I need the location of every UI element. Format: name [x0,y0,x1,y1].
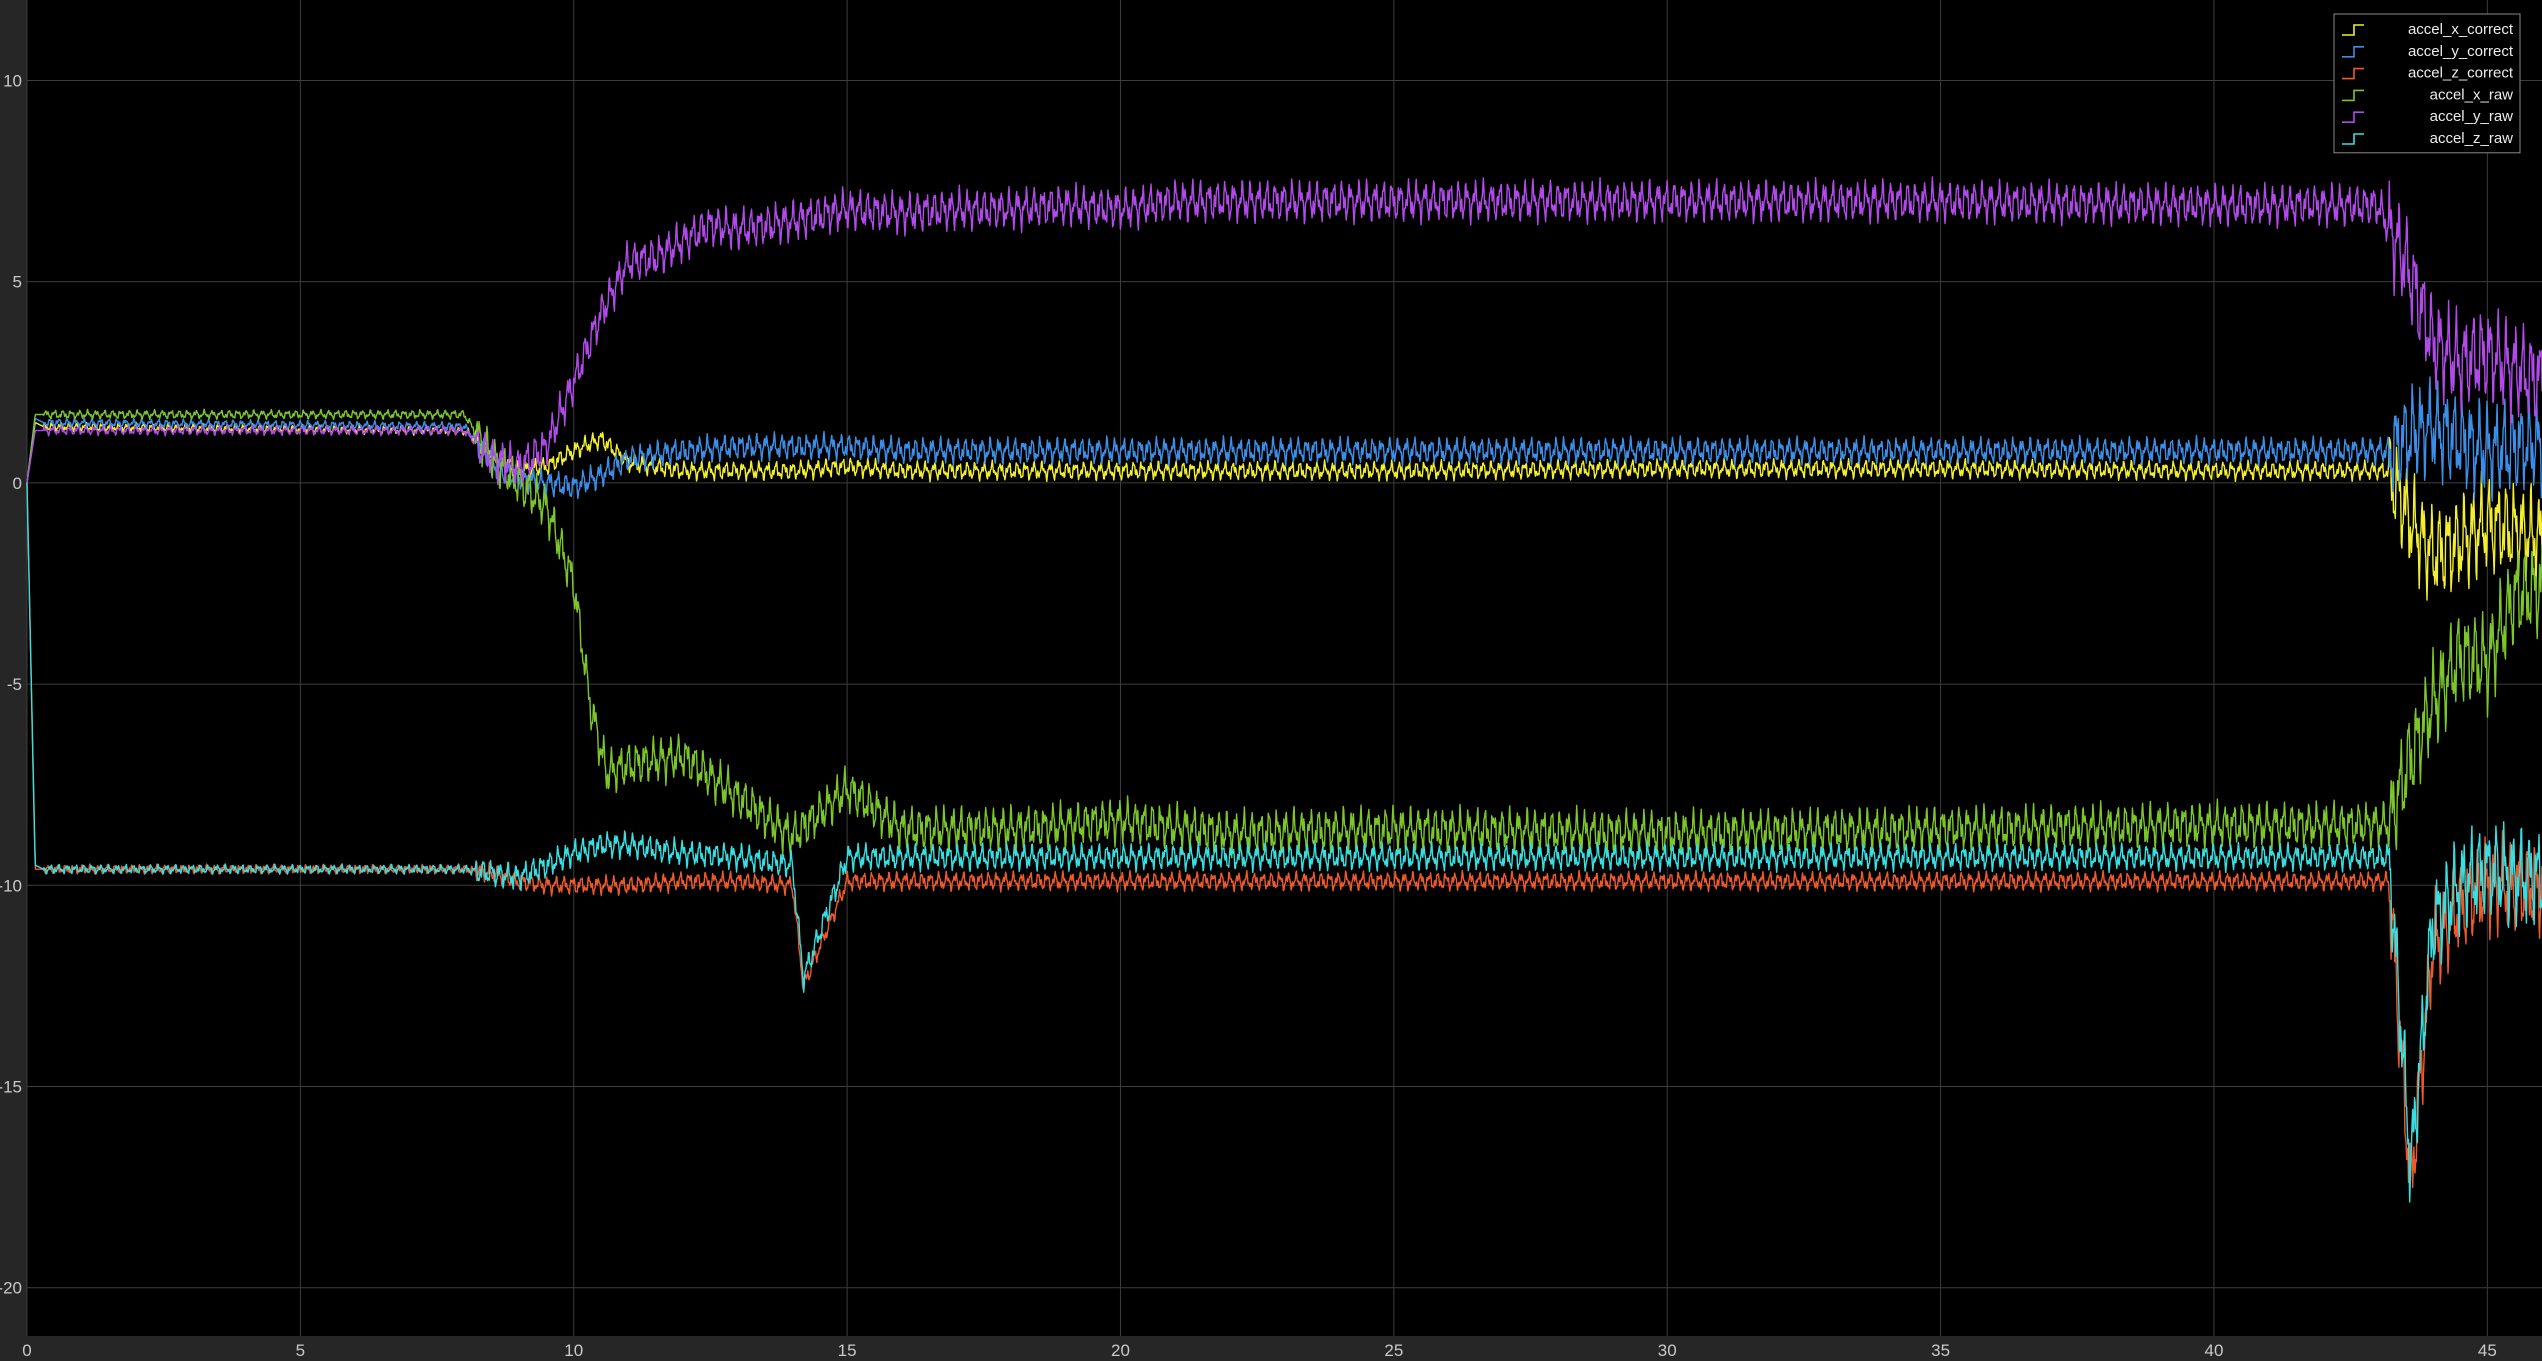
y-tick-label: -20 [0,1279,22,1298]
y-tick-label: -15 [0,1078,22,1097]
legend-swatch-accel_y_raw [2342,111,2364,123]
legend-label-accel_y_raw: accel_y_raw [2430,108,2514,125]
series-accel_y_correct [26,376,2542,502]
x-tick-label: 25 [1384,1341,1403,1360]
legend-label-accel_z_raw: accel_z_raw [2430,130,2514,147]
series-accel_z_raw [26,482,2542,1203]
legend-label-accel_x_raw: accel_x_raw [2430,86,2514,103]
tick-labels: 0 5 10 15 20 25 30 35 40 45 10 5 0 -5 -10 -15 -20 [0,71,2497,1360]
series-layer [26,176,2542,1203]
x-tick-label: 35 [1931,1341,1950,1360]
x-tick-label: 30 [1658,1341,1677,1360]
plot-area[interactable] [27,0,2542,1336]
legend-label-accel_z_correct: accel_z_correct [2408,65,2514,82]
series-accel_y_raw [26,176,2542,486]
legend-swatch-accel_x_raw [2342,89,2364,102]
y-tick-label: -10 [0,876,22,895]
x-tick-label: 20 [1111,1341,1130,1360]
series-accel_z_correct [26,482,2542,1188]
legend-label-accel_x_correct: accel_x_correct [2408,21,2514,38]
y-tick-label: 10 [3,71,22,90]
y-tick-label: 0 [13,474,22,493]
legend-swatch-accel_z_raw [2342,133,2364,145]
x-tick-label: 10 [564,1341,583,1360]
legend-swatch-accel_z_correct [2342,67,2364,80]
x-tick-label: 40 [2204,1341,2223,1360]
x-tick-label: 45 [2478,1341,2497,1360]
legend[interactable]: accel_x_correct accel_y_correct accel_z_co… [2333,13,2521,154]
series-accel_x_raw [26,408,2542,860]
legend-label-accel_y_correct: accel_y_correct [2408,43,2514,60]
legend-swatch-accel_y_correct [2342,46,2364,58]
y-tick-label: -5 [7,675,22,694]
y-tick-label: 5 [13,273,22,292]
x-tick-label: 5 [296,1341,305,1360]
x-tick-label: 15 [838,1341,857,1360]
x-tick-label: 0 [22,1341,31,1360]
legend-box [2333,13,2521,154]
legend-swatch-accel_x_correct [2342,24,2364,36]
